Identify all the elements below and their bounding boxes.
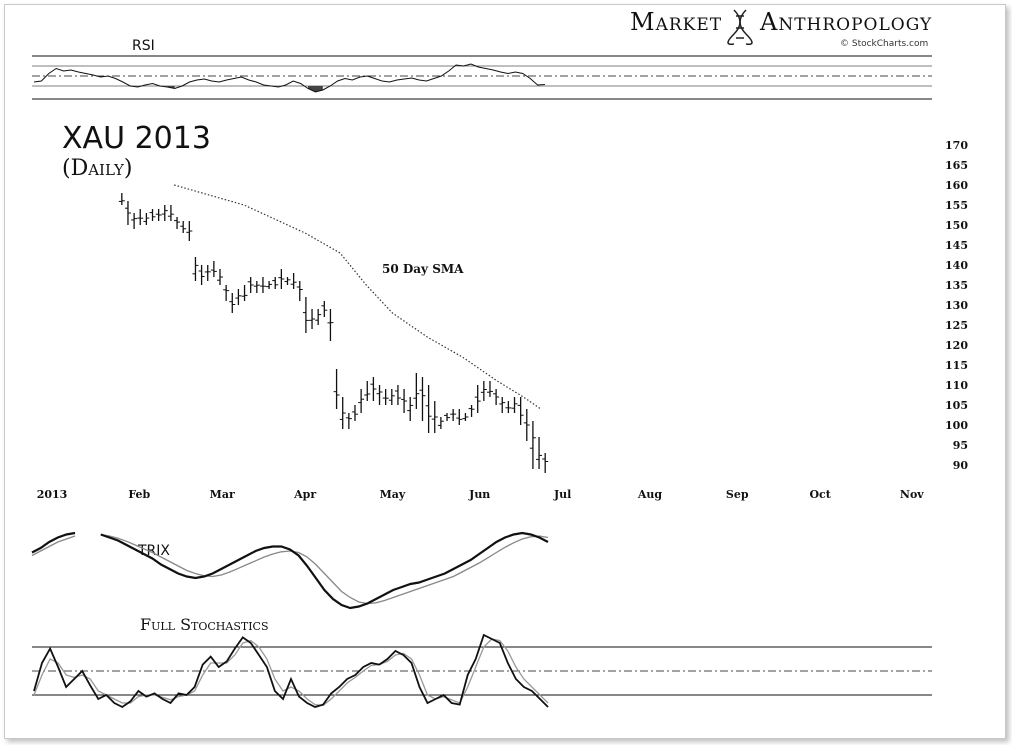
chart-title: XAU 2013 bbox=[62, 121, 211, 156]
x-tick-label: Sep bbox=[726, 488, 749, 501]
y-tick-label: 115 bbox=[945, 359, 968, 372]
rsi-line bbox=[33, 63, 546, 93]
y-axis: 170 165 160 155 150 145 140 135 130 125 120 115 110 1… bbox=[945, 139, 968, 472]
x-tick-label: Jun bbox=[468, 488, 490, 501]
y-tick-label: 120 bbox=[945, 339, 968, 352]
y-tick-label: 145 bbox=[945, 239, 968, 252]
y-tick-label: 100 bbox=[945, 419, 968, 432]
stoch-title: Full Stochastics bbox=[140, 615, 269, 634]
chart-subtitle: (Daily) bbox=[62, 156, 132, 181]
trix-line-b bbox=[100, 531, 549, 610]
trix-signal-line-b bbox=[100, 533, 549, 605]
dna-logo-icon bbox=[727, 9, 753, 46]
sma50-line bbox=[174, 184, 542, 410]
x-tick-label: Apr bbox=[293, 488, 316, 501]
trix-title: TRIX bbox=[137, 543, 170, 559]
x-tick-label: Oct bbox=[809, 488, 831, 501]
stochastics-panel bbox=[32, 633, 932, 709]
chart-frame bbox=[4, 4, 1006, 739]
rsi-panel bbox=[32, 55, 932, 100]
y-tick-label: 150 bbox=[945, 219, 968, 232]
brand-right: Anthropology bbox=[759, 8, 932, 36]
y-tick-label: 140 bbox=[945, 259, 968, 272]
rsi-title: RSI bbox=[132, 38, 155, 54]
x-tick-label: Nov bbox=[900, 488, 924, 501]
credit-text: © StockCharts.com bbox=[840, 39, 928, 49]
y-tick-label: 160 bbox=[945, 179, 968, 192]
y-tick-label: 90 bbox=[953, 459, 969, 472]
y-tick-label: 135 bbox=[945, 279, 968, 292]
y-tick-label: 125 bbox=[945, 319, 968, 332]
x-tick-label: Aug bbox=[637, 488, 663, 501]
y-tick-label: 105 bbox=[945, 399, 968, 412]
y-tick-label: 95 bbox=[953, 439, 968, 452]
x-axis: 2013 Feb Mar Apr May Jun Jul Aug Sep Oct Nov bbox=[37, 488, 925, 501]
brand-left: Market bbox=[630, 8, 722, 36]
sma-annotation: 50 Day SMA bbox=[382, 262, 464, 276]
x-tick-label: May bbox=[380, 488, 406, 501]
price-panel bbox=[118, 184, 549, 473]
x-tick-label: Feb bbox=[128, 488, 150, 501]
stoch-k-line bbox=[33, 633, 549, 709]
y-tick-label: 155 bbox=[945, 199, 968, 212]
y-tick-label: 110 bbox=[945, 379, 968, 392]
trix-panel bbox=[31, 531, 549, 610]
x-tick-label: 2013 bbox=[37, 488, 68, 501]
trix-signal-line-a bbox=[31, 535, 76, 557]
trix-line-a bbox=[31, 531, 76, 554]
x-tick-label: Mar bbox=[210, 488, 235, 501]
y-tick-label: 130 bbox=[945, 299, 968, 312]
y-tick-label: 170 bbox=[945, 139, 968, 152]
x-tick-label: Jul bbox=[553, 488, 571, 501]
y-tick-label: 165 bbox=[945, 159, 968, 172]
